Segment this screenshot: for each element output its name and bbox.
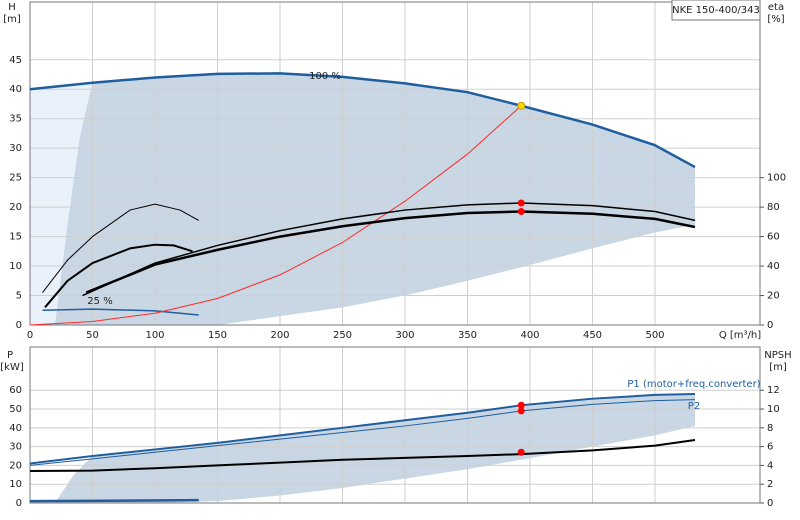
y2-tick-label: 8 bbox=[767, 423, 773, 434]
x-tick-label: 450 bbox=[583, 330, 602, 341]
curve bbox=[29, 105, 522, 326]
y-tick-label: 5 bbox=[16, 291, 22, 302]
duty-point bbox=[517, 401, 525, 409]
y-tick-label: 40 bbox=[9, 423, 22, 434]
duty-point bbox=[517, 199, 525, 207]
x-tick-label: 500 bbox=[645, 330, 664, 341]
y-tick-label: 0 bbox=[16, 320, 22, 331]
x-tick-label: 150 bbox=[208, 330, 227, 341]
axis-label: [kW] bbox=[0, 362, 24, 373]
duty-point bbox=[517, 407, 525, 415]
y-tick-label: 10 bbox=[9, 261, 22, 272]
y-tick-label: 35 bbox=[9, 114, 22, 125]
x-tick-label: 350 bbox=[458, 330, 477, 341]
y-tick-label: 45 bbox=[9, 55, 22, 66]
x-tick-label: 50 bbox=[86, 330, 99, 341]
curve bbox=[29, 399, 696, 466]
y-tick-label: 50 bbox=[9, 404, 22, 415]
y-tick-label: 20 bbox=[9, 460, 22, 471]
envelope-area bbox=[55, 73, 695, 326]
axis-label: [m] bbox=[3, 14, 21, 25]
axis-label: NPSH bbox=[764, 350, 791, 361]
y-tick-label: 15 bbox=[9, 232, 22, 243]
duty-point bbox=[517, 101, 526, 110]
y2-tick-label: 60 bbox=[767, 232, 780, 243]
y2-tick-label: 0 bbox=[767, 320, 773, 331]
duty-point bbox=[517, 448, 525, 456]
y2-tick-label: 10 bbox=[767, 404, 780, 415]
axis-label: eta bbox=[768, 2, 784, 13]
y-tick-label: 25 bbox=[9, 173, 22, 184]
envelope-area bbox=[55, 393, 695, 503]
x-tick-label: 400 bbox=[520, 330, 539, 341]
y-tick-label: 60 bbox=[9, 385, 22, 396]
curve-label: P2 bbox=[688, 401, 700, 412]
y2-tick-label: 2 bbox=[767, 479, 773, 490]
x-tick-label: 0 bbox=[27, 330, 33, 341]
curve bbox=[82, 202, 696, 297]
curve bbox=[42, 203, 199, 293]
curve bbox=[29, 498, 199, 503]
chart-title: NKE 150-400/343 bbox=[672, 5, 760, 16]
y-tick-label: 40 bbox=[9, 84, 22, 95]
y2-tick-label: 0 bbox=[767, 498, 773, 509]
axis-label: [m] bbox=[769, 362, 787, 373]
title-box bbox=[671, 0, 761, 21]
curve bbox=[42, 308, 199, 316]
y2-tick-label: 40 bbox=[767, 261, 780, 272]
y-tick-label: 10 bbox=[9, 479, 22, 490]
y-tick-label: 30 bbox=[9, 442, 22, 453]
y2-tick-label: 6 bbox=[767, 442, 773, 453]
y2-tick-label: 100 bbox=[767, 173, 786, 184]
x-tick-label: 250 bbox=[333, 330, 352, 341]
y-tick-label: 30 bbox=[9, 143, 22, 154]
curve-label: P1 (motor+freq.converter) bbox=[627, 379, 760, 390]
y-tick-label: 20 bbox=[9, 202, 22, 213]
curve-label: 100 % bbox=[309, 71, 341, 82]
x-tick-label: 200 bbox=[270, 330, 289, 341]
curve bbox=[85, 210, 696, 294]
axis-label: Q [m³/h] bbox=[719, 330, 761, 341]
duty-point bbox=[517, 208, 525, 216]
curve bbox=[29, 392, 696, 465]
curve bbox=[44, 243, 193, 308]
x-tick-label: 300 bbox=[395, 330, 414, 341]
axis-label: P bbox=[7, 350, 13, 361]
curve bbox=[29, 439, 696, 473]
curve-label: 25 % bbox=[87, 296, 112, 307]
y2-tick-label: 4 bbox=[767, 460, 773, 471]
y2-tick-label: 12 bbox=[767, 385, 780, 396]
plot-frame bbox=[29, 346, 761, 504]
y-tick-label: 0 bbox=[16, 498, 22, 509]
axis-label: H bbox=[8, 2, 16, 13]
axis-label: [%] bbox=[767, 14, 784, 25]
plot-frame bbox=[29, 1, 761, 326]
y2-tick-label: 20 bbox=[767, 291, 780, 302]
curve bbox=[29, 72, 696, 169]
x-tick-label: 100 bbox=[145, 330, 164, 341]
y2-tick-label: 80 bbox=[767, 202, 780, 213]
